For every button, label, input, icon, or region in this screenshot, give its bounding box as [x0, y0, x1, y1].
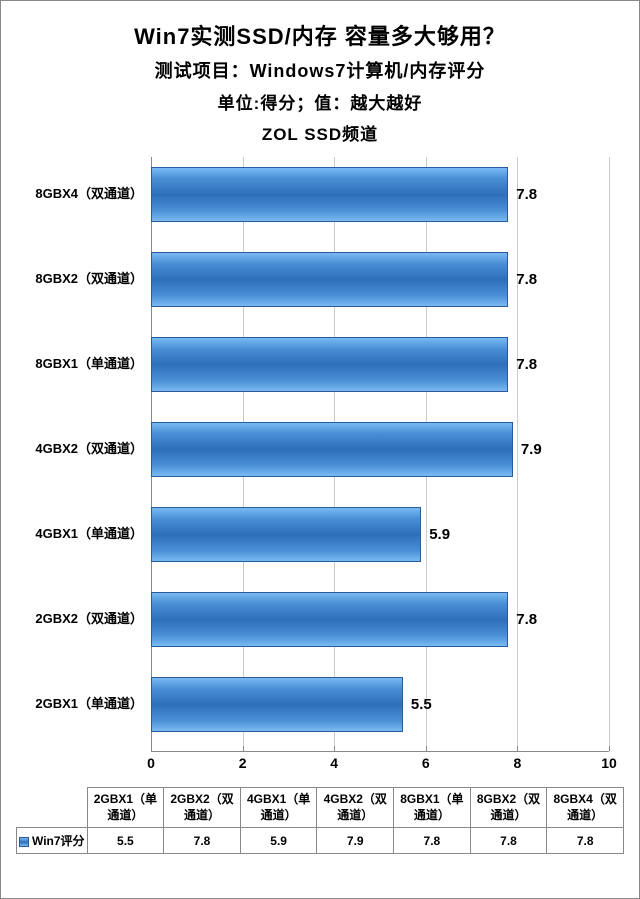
title-line-1: Win7实测SSD/内存 容量多大够用？ — [11, 19, 629, 51]
tick-mark — [243, 746, 244, 751]
bar-category-label: 4GBX1（单通道） — [1, 507, 151, 562]
title-line-4: ZOL SSD频道 — [11, 120, 629, 145]
x-tick-label: 4 — [330, 755, 338, 771]
bar — [151, 677, 403, 732]
table-cell: 5.5 — [87, 828, 164, 854]
bar — [151, 592, 508, 647]
x-tick-label: 10 — [601, 755, 617, 771]
bar-value-label: 7.8 — [508, 252, 537, 307]
title-line-3: 单位:得分；值：越大越好 — [11, 89, 629, 114]
tick-mark — [151, 746, 152, 751]
table-cell: 7.8 — [394, 828, 471, 854]
bar-category-label: 8GBX4（双通道） — [1, 167, 151, 222]
title-line-2: 测试项目：Windows7计算机/内存评分 — [11, 57, 629, 83]
gridline — [609, 157, 610, 751]
bar-row: 4GBX1（单通道）5.9 — [151, 507, 609, 562]
bar-row: 2GBX2（双通道）7.8 — [151, 592, 609, 647]
table-column-header: 2GBX2（双通道） — [164, 788, 241, 828]
table-cell: 7.8 — [547, 828, 624, 854]
chart-container: Win7实测SSD/内存 容量多大够用？ 测试项目：Windows7计算机/内存… — [0, 0, 640, 899]
bar — [151, 507, 421, 562]
table-column-header: 8GBX1（单通道） — [394, 788, 471, 828]
bar-row: 4GBX2（双通道）7.9 — [151, 422, 609, 477]
table-cell: 5.9 — [240, 828, 317, 854]
tick-mark — [517, 746, 518, 751]
table-cell: 7.8 — [470, 828, 547, 854]
chart-plot-area: 8GBX4（双通道）7.8 8GBX2（双通道）7.8 8GBX1（单通道）7.8 4… — [151, 157, 609, 752]
x-tick-label: 2 — [239, 755, 247, 771]
legend-text: Win7评分 — [32, 834, 85, 848]
bar-value-label: 7.9 — [513, 422, 542, 477]
bar — [151, 422, 513, 477]
bar-value-label: 7.8 — [508, 167, 537, 222]
x-tick-label: 6 — [422, 755, 430, 771]
table-column-header: 4GBX1（单通道） — [240, 788, 317, 828]
bar-category-label: 2GBX2（双通道） — [1, 592, 151, 647]
bar-row: 8GBX2（双通道）7.8 — [151, 252, 609, 307]
bar-category-label: 8GBX2（双通道） — [1, 252, 151, 307]
bar — [151, 167, 508, 222]
bar-row: 8GBX4（双通道）7.8 — [151, 167, 609, 222]
legend-swatch — [19, 837, 29, 847]
bar-value-label: 5.9 — [421, 507, 450, 562]
table-column-header: 8GBX4（双通道） — [547, 788, 624, 828]
table-column-header: 8GBX2（双通道） — [470, 788, 547, 828]
bar — [151, 252, 508, 307]
table-corner — [17, 788, 88, 828]
bar-value-label: 5.5 — [403, 677, 432, 732]
bar-category-label: 2GBX1（单通道） — [1, 677, 151, 732]
bar-row: 2GBX1（单通道）5.5 — [151, 677, 609, 732]
tick-mark — [426, 746, 427, 751]
table-row-label: Win7评分 — [17, 828, 88, 854]
bar-category-label: 8GBX1（单通道） — [1, 337, 151, 392]
tick-mark — [334, 746, 335, 751]
x-tick-label: 0 — [147, 755, 155, 771]
bar-value-label: 7.8 — [508, 592, 537, 647]
table-cell: 7.8 — [164, 828, 241, 854]
tick-mark — [609, 746, 610, 751]
bar-value-label: 7.8 — [508, 337, 537, 392]
table-column-header: 2GBX1（单通道） — [87, 788, 164, 828]
bar-row: 8GBX1（单通道）7.8 — [151, 337, 609, 392]
header: Win7实测SSD/内存 容量多大够用？ 测试项目：Windows7计算机/内存… — [1, 1, 639, 157]
table-cell: 7.9 — [317, 828, 394, 854]
x-tick-label: 8 — [513, 755, 521, 771]
bar — [151, 337, 508, 392]
table-column-header: 4GBX2（双通道） — [317, 788, 394, 828]
x-axis-ticks: 0246810 — [151, 752, 609, 777]
bar-category-label: 4GBX2（双通道） — [1, 422, 151, 477]
data-table: 2GBX1（单通道）2GBX2（双通道）4GBX1（单通道）4GBX2（双通道）… — [16, 787, 624, 854]
